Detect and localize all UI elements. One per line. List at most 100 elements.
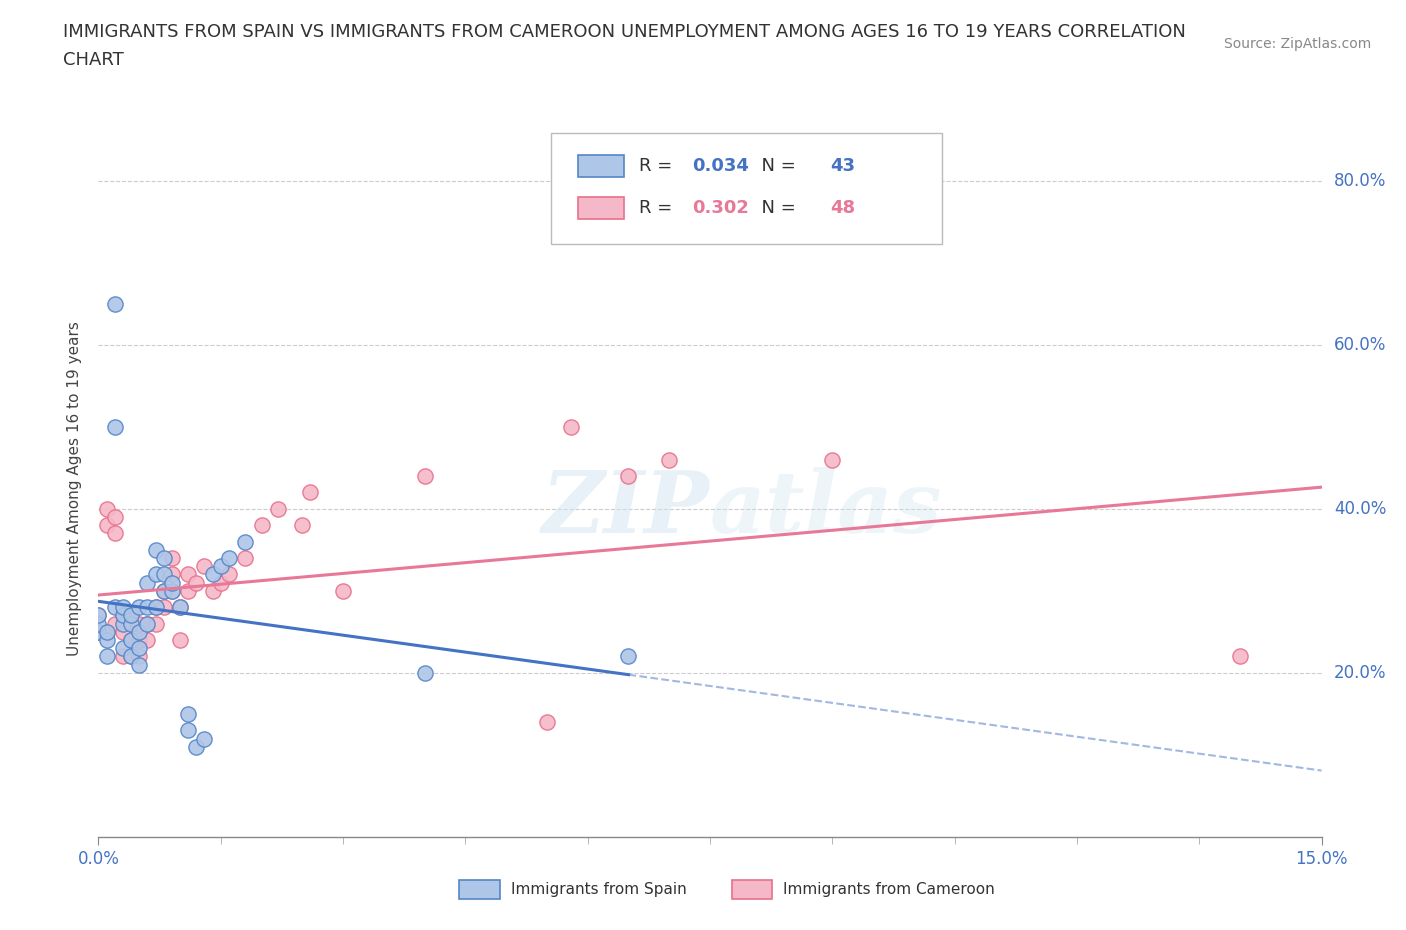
Y-axis label: Unemployment Among Ages 16 to 19 years: Unemployment Among Ages 16 to 19 years (67, 321, 83, 656)
Text: 80.0%: 80.0% (1334, 171, 1386, 190)
Point (111, 641, 134, 656)
Text: 60.0%: 60.0% (1334, 336, 1386, 353)
Text: Source: ZipAtlas.com: Source: ZipAtlas.com (1223, 37, 1371, 51)
Text: 0.302: 0.302 (692, 199, 748, 217)
Point (136, 617, 159, 631)
Point (120, 632, 142, 647)
Point (145, 567, 167, 582)
Text: IMMIGRANTS FROM SPAIN VS IMMIGRANTS FROM CAMEROON UNEMPLOYMENT AMONG AGES 16 TO : IMMIGRANTS FROM SPAIN VS IMMIGRANTS FROM… (63, 23, 1187, 41)
Point (120, 649, 142, 664)
Point (111, 617, 134, 631)
Point (209, 575, 232, 590)
Point (152, 567, 174, 582)
Text: R =: R = (640, 199, 678, 217)
Text: N =: N = (751, 199, 801, 217)
Point (1229, 649, 1251, 664)
Point (169, 632, 191, 647)
Point (120, 649, 142, 664)
Point (96, 624, 118, 639)
Point (413, 469, 436, 484)
Point (291, 518, 314, 533)
Text: 0.034: 0.034 (692, 157, 748, 175)
Text: 43: 43 (830, 157, 855, 175)
Point (218, 551, 240, 565)
Point (87, 624, 110, 639)
Point (104, 510, 127, 525)
Point (250, 518, 273, 533)
Point (560, 419, 582, 434)
Point (136, 617, 159, 631)
Point (152, 583, 174, 598)
Point (536, 714, 558, 729)
Point (201, 567, 224, 582)
Point (169, 600, 191, 615)
FancyBboxPatch shape (551, 133, 942, 245)
Point (87, 608, 110, 623)
Point (152, 583, 174, 598)
Point (145, 600, 167, 615)
Point (177, 567, 200, 582)
FancyBboxPatch shape (460, 880, 499, 899)
Point (160, 551, 183, 565)
Text: Immigrants from Spain: Immigrants from Spain (510, 882, 686, 897)
Point (332, 583, 354, 598)
Text: Immigrants from Cameroon: Immigrants from Cameroon (783, 882, 995, 897)
Point (128, 649, 150, 664)
Point (120, 617, 142, 631)
Point (128, 641, 150, 656)
Text: 20.0%: 20.0% (1334, 664, 1386, 682)
FancyBboxPatch shape (578, 197, 624, 219)
Point (128, 617, 150, 631)
Point (87, 608, 110, 623)
Point (104, 296, 127, 311)
Point (136, 632, 159, 647)
Point (233, 534, 256, 549)
Point (96, 649, 118, 664)
Text: 40.0%: 40.0% (1334, 499, 1386, 518)
Text: CHART: CHART (63, 51, 124, 69)
Point (160, 583, 183, 598)
Point (186, 739, 208, 754)
Text: N =: N = (751, 157, 801, 175)
Point (120, 632, 142, 647)
Point (87, 624, 110, 639)
Point (193, 559, 215, 574)
Point (299, 485, 322, 499)
Point (96, 624, 118, 639)
Point (128, 624, 150, 639)
Text: 48: 48 (830, 199, 855, 217)
FancyBboxPatch shape (733, 880, 772, 899)
Point (111, 600, 134, 615)
Point (152, 600, 174, 615)
Point (145, 617, 167, 631)
Point (177, 707, 200, 722)
Point (413, 666, 436, 681)
Point (209, 559, 232, 574)
Point (152, 551, 174, 565)
Text: R =: R = (640, 157, 678, 175)
Point (617, 469, 640, 484)
Point (218, 567, 240, 582)
Point (128, 632, 150, 647)
Point (267, 501, 290, 516)
Point (111, 608, 134, 623)
Point (111, 624, 134, 639)
FancyBboxPatch shape (578, 155, 624, 178)
Point (145, 600, 167, 615)
Point (96, 501, 118, 516)
Point (193, 731, 215, 746)
Point (233, 551, 256, 565)
Point (186, 575, 208, 590)
Point (120, 608, 142, 623)
Point (96, 632, 118, 647)
Point (128, 600, 150, 615)
Point (111, 608, 134, 623)
Point (160, 583, 183, 598)
Point (169, 600, 191, 615)
Point (617, 649, 640, 664)
Point (120, 608, 142, 623)
Point (201, 583, 224, 598)
Text: atlas: atlas (710, 468, 942, 551)
Point (111, 649, 134, 664)
Point (104, 617, 127, 631)
